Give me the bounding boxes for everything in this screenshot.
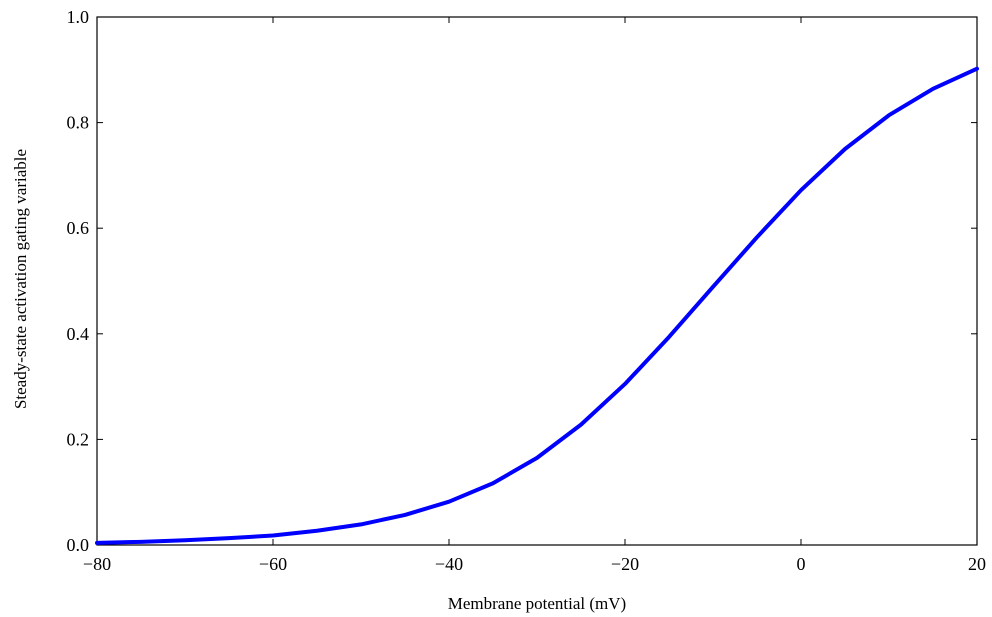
- x-tick-label: 0: [797, 554, 806, 574]
- x-tick-label: 20: [968, 554, 986, 574]
- activation-curve-point: [975, 67, 979, 70]
- tick-marks: [96, 16, 978, 546]
- activation-curve-point: [139, 540, 143, 544]
- activation-curve-point: [271, 534, 275, 537]
- x-tick-label: −40: [435, 554, 463, 574]
- series-layer: [95, 66, 979, 545]
- activation-curve-point: [183, 539, 187, 542]
- y-tick-label: 0.6: [67, 218, 90, 238]
- activation-curve-point: [887, 114, 891, 117]
- activation-curve-point: [315, 529, 319, 532]
- x-tick-label: −80: [83, 554, 111, 574]
- activation-curve-point: [95, 541, 99, 545]
- plot-frame: [96, 16, 978, 546]
- activation-curve-point: [491, 482, 495, 485]
- y-tick-label: 1.0: [67, 7, 90, 27]
- y-tick-labels: 0.0 0.2 0.4 0.6 0.8 1.0: [67, 7, 90, 555]
- activation-curve-point: [755, 235, 759, 239]
- y-tick-label: 0.0: [67, 535, 90, 555]
- activation-curve-point: [447, 500, 451, 503]
- activation-curve-point: [931, 87, 935, 91]
- y-tick-label: 0.8: [67, 113, 90, 133]
- y-axis-label: Steady-state activation gating variable: [11, 149, 30, 409]
- activation-curve-point: [799, 188, 803, 192]
- activation-curve-point: [667, 335, 671, 339]
- x-tick-label: −60: [259, 554, 287, 574]
- activation-curve-point: [227, 536, 231, 540]
- activation-curve-point: [403, 513, 407, 517]
- y-tick-label: 0.4: [67, 324, 90, 344]
- activation-curve-point: [359, 523, 363, 526]
- x-tick-label: −20: [611, 554, 639, 574]
- activation-curve-point: [711, 285, 715, 289]
- activation-curve-point: [579, 423, 583, 426]
- plot-area: [95, 16, 979, 546]
- x-tick-labels: −80 −60 −40 −20 0 20: [83, 554, 986, 574]
- activation-curve-point: [623, 382, 627, 386]
- x-axis-label: Membrane potential (mV): [448, 594, 626, 613]
- activation-curve-line: [95, 66, 979, 545]
- activation-curve-point: [535, 456, 539, 460]
- y-tick-label: 0.2: [67, 429, 90, 449]
- activation-curve-point: [843, 147, 847, 151]
